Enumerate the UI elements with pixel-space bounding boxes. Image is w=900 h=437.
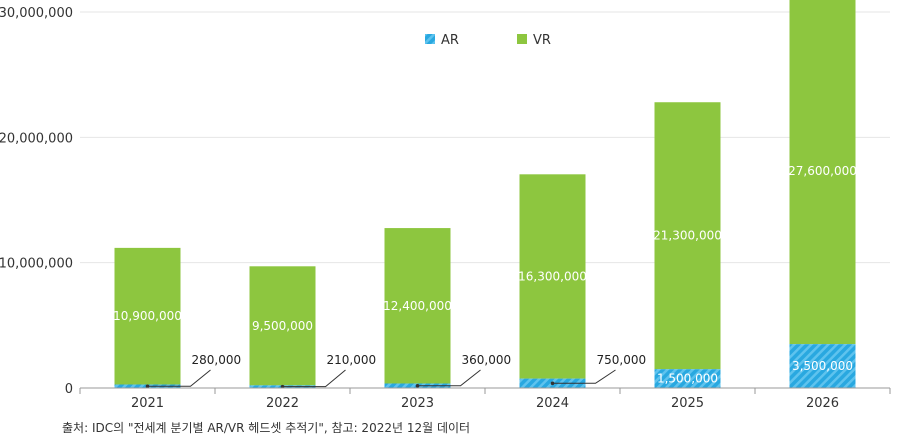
ar-value-label: 280,000 bbox=[192, 353, 242, 367]
y-tick-label: 30,000,000 bbox=[0, 6, 73, 21]
y-tick-label: 0 bbox=[65, 382, 73, 397]
x-tick-label: 2025 bbox=[671, 396, 704, 411]
legend-label-vr: VR bbox=[533, 33, 551, 48]
vr-value-label: 12,400,000 bbox=[383, 299, 452, 313]
x-tick-label: 2022 bbox=[266, 396, 299, 411]
ar-leader-line bbox=[552, 369, 616, 384]
data-labels: 10,900,000 280,000 9,500,000 210,000 12,400,… bbox=[113, 164, 857, 389]
legend-swatch-ar bbox=[425, 34, 435, 44]
ar-value-label: 1,500,000 bbox=[657, 372, 718, 386]
ar-leader-line bbox=[282, 369, 346, 388]
y-tick-label: 10,000,000 bbox=[0, 257, 73, 272]
bar-ar bbox=[789, 344, 856, 388]
ar-value-label: 750,000 bbox=[597, 353, 647, 367]
gridlines bbox=[80, 11, 890, 264]
legend: AR VR bbox=[425, 33, 551, 48]
y-tick-label: 20,000,000 bbox=[0, 131, 73, 146]
bar-vr bbox=[384, 228, 451, 384]
ar-value-label: 3,500,000 bbox=[792, 359, 853, 373]
x-tick-label: 2026 bbox=[806, 396, 839, 411]
vr-value-label: 10,900,000 bbox=[113, 309, 182, 323]
source-note: 출처: IDC의 "전세계 분기별 AR/VR 헤드셋 추적기", 참고: 20… bbox=[62, 421, 470, 435]
legend-swatch-vr bbox=[517, 34, 527, 44]
ar-leader-line bbox=[417, 369, 481, 387]
vr-value-label: 21,300,000 bbox=[653, 229, 722, 243]
bar-vr bbox=[114, 247, 181, 385]
bar-vr bbox=[789, 0, 856, 345]
ar-value-label: 360,000 bbox=[462, 353, 512, 367]
x-tick-label: 2023 bbox=[401, 396, 434, 411]
vr-value-label: 27,600,000 bbox=[788, 164, 857, 178]
vr-value-label: 16,300,000 bbox=[518, 269, 587, 283]
ar-leader-line bbox=[147, 369, 211, 387]
legend-label-ar: AR bbox=[441, 33, 459, 48]
bars bbox=[114, 0, 856, 388]
vr-value-label: 9,500,000 bbox=[252, 319, 313, 333]
ar-value-label: 210,000 bbox=[327, 353, 377, 367]
bar-vr bbox=[654, 102, 721, 370]
bar-vr bbox=[249, 266, 316, 386]
x-tick-label: 2021 bbox=[131, 396, 164, 411]
x-tick-label: 2024 bbox=[536, 396, 569, 411]
bar-ar bbox=[654, 369, 721, 388]
axes: 0 10,000,000 20,000,000 30,000,000 2021 2022 2… bbox=[0, 6, 891, 411]
bar-vr bbox=[519, 174, 586, 379]
